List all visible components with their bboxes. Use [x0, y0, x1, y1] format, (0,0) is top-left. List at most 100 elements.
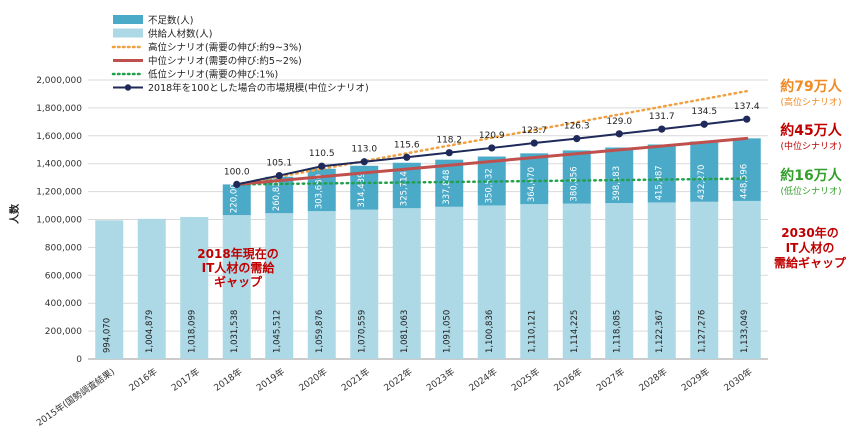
market-index-label: 123.7	[521, 126, 547, 136]
shortage-bar-label: 364,070	[527, 167, 537, 202]
supply-bar	[605, 203, 634, 359]
market-index-label: 126.3	[564, 122, 590, 132]
annotation-gap-2018: IT人材の需給	[202, 260, 276, 275]
supply-bar	[690, 201, 719, 359]
supply-bar-label: 1,004,879	[145, 310, 155, 353]
legend-mid-label: 中位シナリオ(需要の伸び:約5~2%)	[148, 55, 302, 67]
market-index-label: 113.0	[351, 145, 377, 155]
market-index-label: 120.9	[479, 131, 505, 141]
x-tick-label: 2022年	[381, 366, 414, 394]
supply-bar	[435, 206, 464, 359]
x-tick-label: 2026年	[551, 366, 584, 394]
annotation-high-value: 約79万人	[780, 78, 842, 95]
x-tick-label: 2019年	[254, 366, 287, 394]
shortage-bar-label: 303,680	[315, 174, 325, 209]
supply-bar	[732, 200, 761, 359]
market-index-point	[615, 130, 623, 138]
market-index-point	[318, 162, 326, 170]
market-index-label: 115.6	[394, 140, 420, 150]
shortage-bar-label: 314,439	[357, 173, 367, 208]
legend-market-label: 2018年を100とした場合の市場規模(中位シナリオ)	[148, 82, 369, 94]
market-index-label: 134.5	[691, 107, 717, 117]
y-tick-label: 800,000	[45, 243, 82, 253]
annotations: 約79万人(高位シナリオ) 約45万人(中位シナリオ) 約16万人(低位シナリオ) 2…	[197, 78, 847, 289]
annotation-gap-2030: 2030年の	[781, 225, 838, 240]
annotation-mid-value: 約45万人	[780, 122, 842, 139]
legend-high-label: 高位シナリオ(需要の伸び:約9~3%)	[148, 42, 302, 54]
annotation-mid-scenario: (中位シナリオ)	[780, 140, 841, 152]
supply-bar-label: 1,133,049	[740, 310, 750, 353]
supply-bar	[180, 216, 209, 359]
market-index-point	[743, 115, 751, 123]
high-scenario-line	[235, 89, 748, 186]
shortage-bar-label: 325,714	[400, 171, 410, 206]
x-tick-label: 2029年	[679, 366, 712, 394]
annotation-gap-2018: 2018年現在の	[197, 246, 278, 261]
supply-bar-label: 1,118,085	[612, 310, 622, 353]
y-tick-label: 400,000	[45, 299, 82, 309]
x-tick-label: 2025年	[509, 366, 542, 394]
x-tick-label: 2023年	[424, 366, 457, 394]
market-index-point	[700, 120, 708, 128]
x-tick-label: 2027年	[594, 366, 627, 394]
supply-bar-label: 1,110,121	[527, 310, 537, 353]
shortage-bar	[690, 141, 719, 202]
y-tick-label: 1,400,000	[36, 160, 82, 170]
shortage-bar	[222, 184, 251, 216]
shortage-bar	[520, 153, 549, 205]
supply-bar-label: 1,114,225	[570, 310, 580, 353]
x-tick-label: 2020年	[296, 366, 329, 394]
annotation-gap-2030: IT人材の	[786, 240, 835, 255]
supply-bar	[265, 213, 294, 359]
supply-bar	[307, 211, 336, 359]
market-index-label: 129.0	[606, 117, 632, 127]
mid-scenario-line	[235, 136, 749, 186]
supply-bar-label: 1,018,099	[187, 310, 197, 353]
supply-bar	[222, 215, 251, 359]
y-tick-label: 1,000,000	[36, 216, 82, 226]
market-index-point	[360, 158, 368, 166]
supply-bar	[647, 202, 676, 359]
market-index-point	[275, 171, 283, 180]
shortage-bar	[647, 144, 676, 203]
market-index-label: 105.1	[266, 159, 292, 169]
market-index-point	[573, 134, 581, 143]
supply-bar	[392, 208, 421, 359]
market-index-point	[658, 125, 666, 133]
shortage-bar-label: 398,183	[612, 166, 622, 201]
supply-bar	[562, 203, 591, 359]
x-tick-label: 2018年	[211, 366, 244, 394]
y-tick-label: 0	[76, 355, 82, 365]
shortage-bar-label: 415,387	[655, 165, 665, 200]
legend-supply-label: 供給人材数(人)	[148, 28, 212, 40]
x-tick-label: 2028年	[636, 366, 669, 394]
supply-bar-label: 1,122,367	[655, 310, 665, 353]
x-tick-label: 2016年	[126, 366, 159, 394]
supply-bar-label: 1,081,063	[400, 310, 410, 353]
supply-bar-label: 1,091,050	[442, 310, 452, 353]
market-index-point	[488, 144, 496, 152]
supply-bar-label: 1,031,538	[230, 310, 240, 353]
annotation-high-scenario: (高位シナリオ)	[780, 96, 841, 108]
market-index-point	[530, 139, 538, 147]
market-index-label: 100.0	[224, 167, 250, 177]
market-index-label: 118.2	[436, 136, 462, 146]
shortage-bar-label: 260,835	[272, 176, 282, 211]
supply-bar-label: 1,070,559	[357, 310, 367, 353]
shortage-bar-label: 432,270	[697, 165, 707, 200]
y-tick-label: 200,000	[45, 327, 82, 337]
legend-shortage-swatch	[113, 15, 143, 24]
market-index-point	[445, 149, 453, 157]
shortage-bar	[732, 138, 761, 201]
shortage-bar	[562, 150, 591, 204]
legend-market-marker	[124, 84, 132, 91]
annotation-gap-2018: ギャップ	[214, 274, 263, 289]
x-axis: 2015年(国勢調査結果) 2016年 2017年 2018年 2019年 2020年 20…	[34, 366, 755, 429]
supply-bar-label: 1,127,276	[697, 310, 707, 353]
x-tick-label: 2021年	[339, 366, 372, 394]
supply-bar	[95, 220, 124, 359]
y-tick-label: 600,000	[45, 271, 82, 281]
market-index-label: 110.5	[309, 149, 335, 159]
market-index-label: 137.4	[734, 102, 760, 112]
